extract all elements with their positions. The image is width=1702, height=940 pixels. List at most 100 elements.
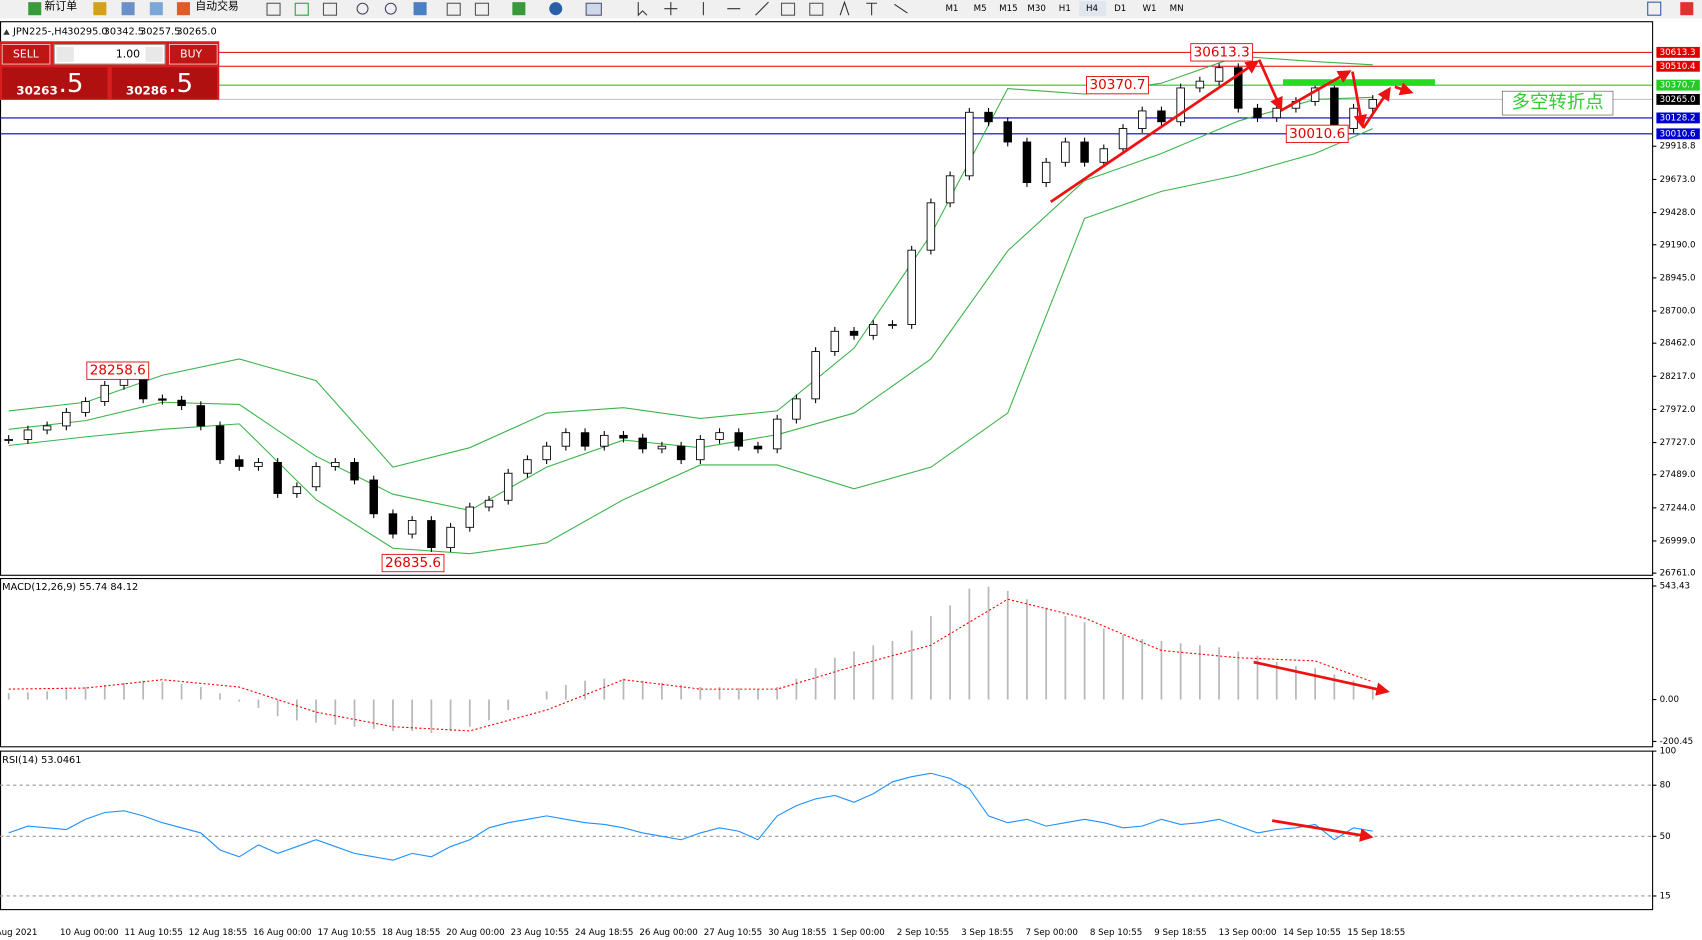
icon[interactable] (384, 2, 397, 15)
candle[interactable] (177, 399, 186, 407)
candle[interactable] (23, 429, 33, 440)
candle[interactable] (619, 434, 628, 439)
arrow[interactable] (1394, 82, 1414, 96)
candle[interactable] (215, 425, 225, 461)
candle[interactable] (311, 466, 321, 488)
candle[interactable] (1080, 141, 1089, 163)
candle[interactable] (1061, 141, 1070, 163)
candle[interactable] (235, 459, 244, 467)
candle[interactable] (676, 445, 686, 461)
candle[interactable] (1176, 87, 1185, 123)
icon[interactable] (839, 0, 908, 16)
candle[interactable] (1330, 87, 1339, 129)
candle[interactable] (446, 526, 455, 549)
auto-trading[interactable]: 自动交易 (195, 0, 238, 13)
icon[interactable] (780, 2, 796, 16)
candle[interactable] (926, 202, 936, 251)
timeframe[interactable]: M30 (1027, 4, 1046, 14)
candle[interactable] (388, 513, 398, 535)
icon[interactable] (266, 2, 281, 16)
icon[interactable] (28, 2, 42, 16)
candle[interactable] (158, 398, 167, 401)
candle[interactable] (1099, 148, 1109, 163)
icon[interactable] (1647, 1, 1662, 16)
candle[interactable] (1118, 128, 1128, 150)
candle[interactable] (1157, 110, 1166, 123)
new-order[interactable]: 新订单 (45, 0, 78, 13)
candle[interactable] (1214, 67, 1224, 82)
candle[interactable] (657, 445, 667, 450)
icon[interactable] (512, 2, 526, 16)
arrow[interactable] (1280, 70, 1352, 112)
lots-input[interactable] (53, 43, 166, 65)
candle[interactable] (1234, 67, 1243, 109)
price-annotation-box[interactable] (381, 553, 445, 573)
support-bar[interactable] (1283, 79, 1435, 86)
arrow[interactable] (1049, 60, 1260, 204)
icon[interactable] (294, 2, 309, 16)
buy-button[interactable] (169, 44, 218, 65)
buy-price-box[interactable] (111, 67, 218, 99)
sell-button[interactable] (1, 44, 51, 65)
icon[interactable] (121, 2, 135, 16)
candle[interactable] (792, 398, 801, 420)
candle[interactable] (1272, 107, 1281, 119)
candle[interactable] (811, 351, 820, 400)
icon[interactable] (664, 2, 678, 16)
candle[interactable] (1368, 99, 1378, 109)
arrow[interactable] (1271, 819, 1374, 842)
arrow[interactable] (1253, 660, 1390, 696)
icon[interactable] (356, 2, 369, 15)
note-box[interactable] (1501, 90, 1614, 116)
candle[interactable] (81, 401, 90, 413)
candle[interactable] (503, 472, 513, 501)
candle[interactable] (407, 520, 417, 535)
timeframe[interactable]: D1 (1114, 4, 1126, 14)
candle[interactable] (907, 249, 916, 325)
candle[interactable] (138, 378, 148, 400)
candle[interactable] (350, 461, 359, 481)
candle[interactable] (638, 437, 647, 450)
candle[interactable] (254, 461, 263, 467)
price-annotation-box[interactable] (1190, 43, 1254, 62)
candle[interactable] (1195, 80, 1205, 89)
candle[interactable] (1003, 121, 1012, 143)
icon[interactable] (702, 1, 769, 16)
arrow[interactable] (1362, 86, 1391, 129)
sell-price-box[interactable] (2, 67, 108, 99)
candle[interactable] (1137, 110, 1147, 129)
price-annotation-box[interactable] (1285, 124, 1349, 143)
candle[interactable] (100, 384, 109, 403)
candle[interactable] (273, 461, 282, 494)
candle[interactable] (600, 434, 609, 447)
candle[interactable] (945, 175, 955, 204)
price-annotation-box[interactable] (1086, 76, 1149, 95)
candle[interactable] (772, 418, 782, 450)
candle[interactable] (4, 438, 13, 441)
candle[interactable] (62, 411, 71, 427)
icon[interactable] (474, 2, 490, 16)
candle[interactable] (542, 445, 551, 461)
arrow[interactable] (1351, 71, 1368, 129)
candle[interactable] (523, 459, 532, 474)
icon[interactable] (176, 2, 190, 16)
timeframe[interactable]: W1 (1142, 4, 1156, 14)
timeframe[interactable]: M5 (974, 4, 987, 14)
candle[interactable] (869, 324, 878, 336)
icon[interactable] (637, 2, 648, 17)
candle[interactable] (696, 438, 705, 461)
icon[interactable] (809, 2, 824, 16)
icon[interactable] (549, 2, 563, 16)
icon[interactable] (446, 2, 461, 16)
timeframe[interactable]: M15 (999, 4, 1018, 14)
candle[interactable] (965, 111, 974, 177)
candle[interactable] (715, 432, 724, 440)
price-annotation-box[interactable] (86, 361, 150, 380)
icon[interactable] (322, 2, 338, 16)
icon[interactable] (93, 2, 107, 16)
timeframe[interactable]: H1 (1059, 4, 1071, 14)
timeframe-button[interactable] (1078, 1, 1107, 17)
timeframe[interactable]: MN (1170, 4, 1184, 14)
icon[interactable] (1680, 2, 1694, 16)
candle[interactable] (984, 111, 993, 123)
